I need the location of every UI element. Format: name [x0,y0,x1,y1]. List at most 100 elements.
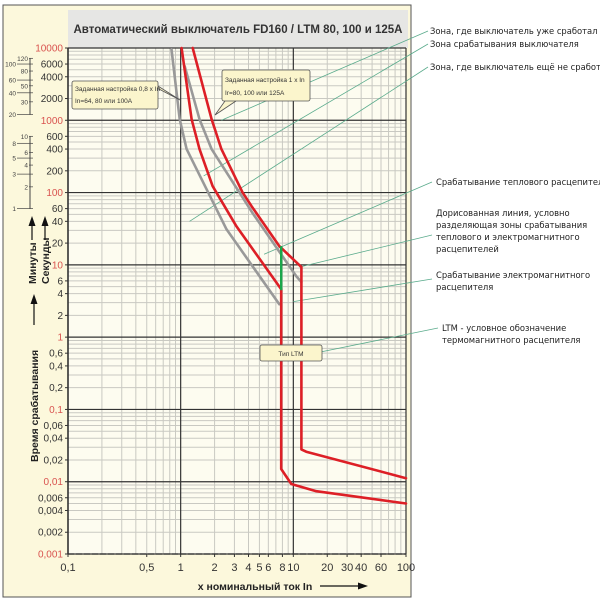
y-tick-label: 0,06 [44,421,64,432]
x-tick-label: 0,5 [139,562,154,574]
x-tick-label: 2 [212,562,218,574]
minute-tick-label: 2 [24,184,28,191]
x-tick-label: 8 [279,562,285,574]
y-tick-label: 0,006 [38,493,63,504]
callout-text: Тип LTM [278,351,303,358]
y-tick-label: 60 [52,204,64,215]
annotation-leader-line [293,278,433,303]
y-tick-label: 10 [52,260,64,271]
annotation-text: расцепителей [436,244,499,254]
minute-tick-label: 30 [21,99,29,106]
minute-tick-label: 60 [9,78,17,85]
series-group [170,46,408,505]
annotation-text: Дорисованная линия, условно [436,208,570,218]
y-tick-label: 0,04 [44,434,64,445]
x-tick-label: 1 [178,562,184,574]
x-tick-label: 3 [231,562,237,574]
y-tick-label: 4 [57,289,63,300]
y-tick-label: 0,01 [44,477,64,488]
callout-ltm [259,344,323,362]
annotation-leader-line [203,43,429,177]
minute-tick-label: 20 [9,112,17,119]
y-tick-label: 0,002 [38,528,63,539]
callout-text: Ir=80, 100 или 125А [225,90,285,97]
x-tick-label: 60 [375,562,387,574]
annotation-leader-line [299,234,433,268]
annotation-text: Срабатывание теплового расцепителя [436,177,600,187]
x-tick-label: 20 [321,562,333,574]
chart-title: Автоматический выключатель FD160 / LTM 8… [74,24,403,36]
x-axis-label: x номинальный ток In [198,581,313,593]
x-axis-arrow [320,582,368,590]
annotation-leader-line [221,30,429,121]
y-tick-label: 400 [46,145,63,156]
x-tick-label: 0,1 [60,562,75,574]
callouts: Заданная настройка 0,8 x In In=64, 80 или… [71,69,323,362]
y-tick-label: 600 [46,132,63,143]
x-tick-label: 40 [355,562,367,574]
annotation-text: Зона, где выключатель ещё не сработал [430,62,600,72]
plot-area [68,48,406,554]
minute-tick-label: 3 [12,172,16,179]
x-tick-label: 100 [397,562,415,574]
annotation-text: термомагнитного расцепителя [442,335,580,345]
y-tick-label: 6000 [41,60,64,71]
minute-tick-label: 50 [21,83,29,90]
callout-setting-1-pointer [214,100,237,116]
minute-tick-label: 1 [12,206,16,213]
annotation-text: разделяющая зоны срабатывания [436,220,587,230]
x-tick-label: 10 [287,562,299,574]
y-axis-arrow [30,294,38,325]
series-line [180,46,408,505]
annotation-text: расцепителя [436,282,493,292]
y-axis-label: Время срабатывания [29,350,41,462]
series-line [191,46,408,480]
annotation-text: теплового и электромагнитного [436,232,580,242]
y-tick-label: 2000 [41,94,64,105]
callout-setting-0-8 [71,80,159,110]
annotation-leader-line [301,327,439,357]
series-line [183,64,303,284]
x-tick-label: 5 [256,562,262,574]
y-tick-label: 1 [57,333,63,344]
y-tick-label: 0,004 [38,506,63,517]
minute-tick-label: 10 [21,134,29,141]
minute-tick-label: 40 [9,90,17,97]
y-tick-label: 1000 [41,116,64,127]
y-tick-label: 20 [52,239,64,250]
annotation-text: Зона срабатывания выключателя [430,39,579,49]
x-tick-label: 6 [265,562,271,574]
y-tick-label: 0,1 [49,405,63,416]
annotation-text: Зона, где выключатель уже сработал [430,26,598,36]
y-tick-label: 0,001 [38,550,63,561]
y-tick-label: 10000 [35,44,63,55]
x-tick-label: 4 [245,562,251,574]
minute-tick-label: 5 [12,156,16,163]
y-tick-label: 4000 [41,72,64,83]
y-tick-label: 100 [46,188,63,199]
callout-text: Заданная настройка 0,8 x In [75,85,160,93]
minutes-seconds-arrows [28,216,49,240]
annotation-lines [189,30,439,357]
y-tick-label: 0,2 [49,383,63,394]
annotation-text: LTM - условное обозначение [442,323,566,333]
y-tick-label: 0,02 [44,455,64,466]
y-axis-label-seconds: Секунды [40,237,52,284]
y-tick-label: 0,6 [49,349,63,360]
y-axis-label-minutes: Минуты [27,242,39,284]
x-axis: 0,1 0,5 1 2 3 4 5 6 8 10 20 30 40 60 100 [60,554,415,574]
y-tick-label: 2 [57,311,63,322]
minute-tick-label: 100 [5,62,16,69]
annotation-text: Срабатывание электромагнитного [436,270,590,280]
y-tick-label: 40 [52,217,64,228]
callout-text: In=64, 80 или 100А [75,98,133,105]
y-tick-label: 200 [46,166,63,177]
annotation-leader-line [189,66,429,222]
minute-tick-label: 80 [21,69,29,76]
y-tick-label: 0,4 [49,361,63,372]
annotations: Зона, где выключатель уже сработал Зона с… [430,26,600,345]
series-line [170,48,281,306]
